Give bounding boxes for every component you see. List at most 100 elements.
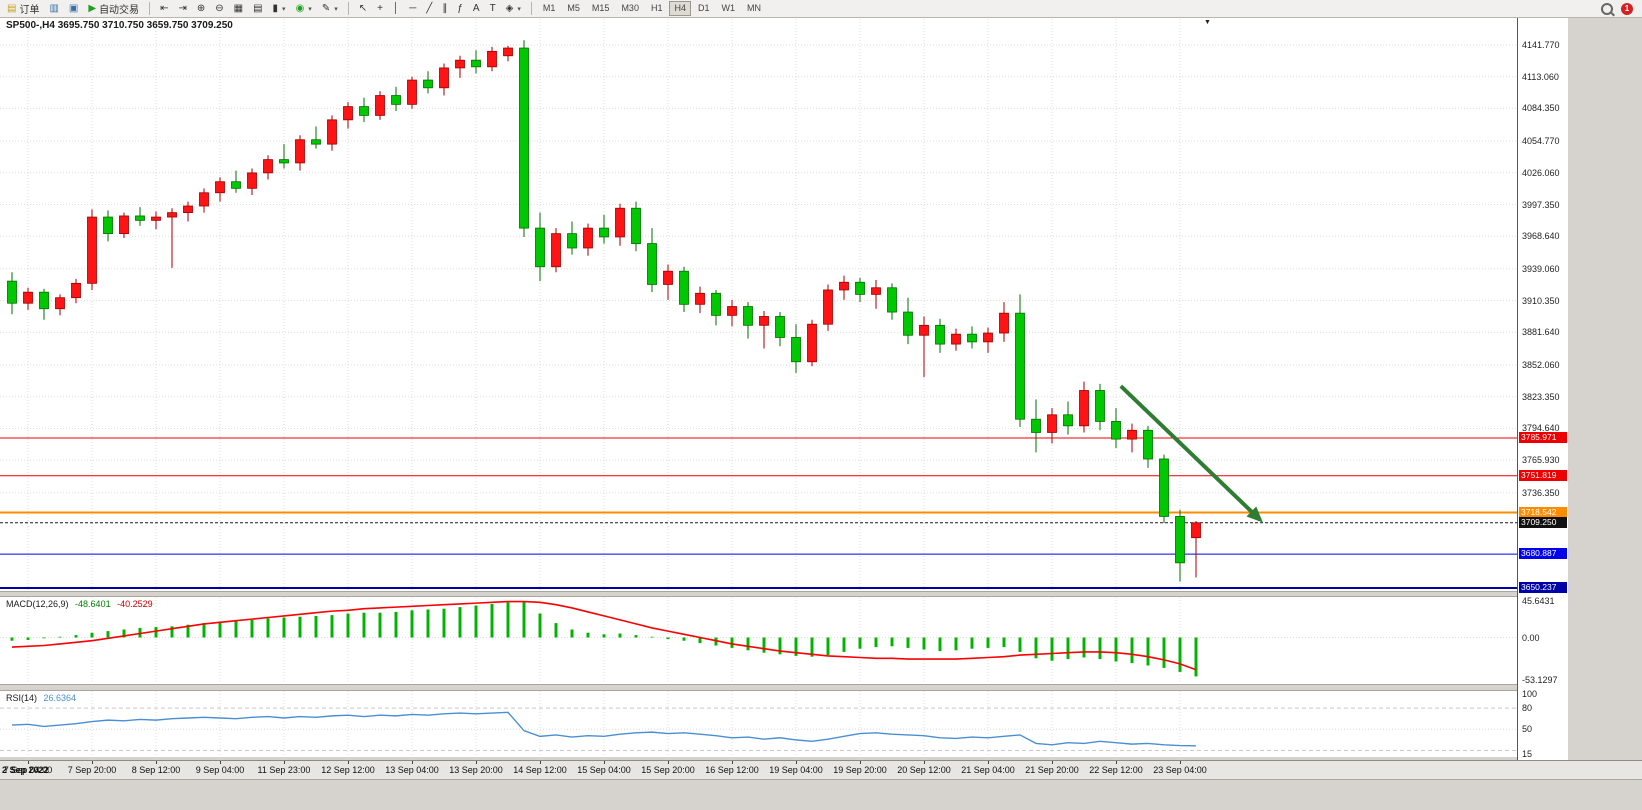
auto-trading-button[interactable]: ▶ 自动交易 [84,1,143,16]
time-label: 13 Sep 04:00 [385,765,439,775]
new-order-icon: ▤ [7,3,17,14]
vertical-line-button[interactable]: │ [389,1,403,16]
time-tick [156,761,157,764]
scale-label: 3939.060 [1522,264,1560,274]
time-tick [860,761,861,764]
channel-icon: ∥ [442,3,448,14]
time-tick [92,761,93,764]
timeframe-w1-button[interactable]: W1 [717,1,741,16]
scale-label: 0.00 [1522,633,1540,643]
timeframe-d1-button[interactable]: D1 [693,1,715,16]
text-label-button[interactable]: T [486,1,500,16]
data-window-icon: ▤ [253,3,263,14]
timeframe-m1-button[interactable]: M1 [538,1,561,16]
search-icon[interactable] [1601,2,1613,15]
auto-trading-icon: ▶ [88,3,97,14]
price-line-label: 3785.971 [1519,432,1567,443]
time-axis[interactable]: 2 Sep 2022 7 Sep 04:00 7 Sep 20:00 8 Sep 12… [0,760,1642,780]
tile-windows-button[interactable]: ▦ [230,1,247,16]
time-tick [988,761,989,764]
scale-label: 45.6431 [1522,596,1555,606]
price-line-label: 3709.250 [1519,517,1567,528]
objects-button[interactable]: ✎ ▾ [318,1,342,16]
rsi-value: 26.6364 [43,693,77,703]
shapes-button[interactable]: ◈ ▾ [502,1,525,16]
price-scale[interactable]: 4141.770 4113.060 4084.350 4054.770 4026.060… [1517,16,1568,760]
zoom-out-button[interactable]: ⊖ [211,1,227,16]
time-tick [540,761,541,764]
time-label: 2 Sep 2022 [2,765,49,775]
channel-button[interactable]: ∥ [438,1,451,16]
timeframe-m5-button[interactable]: M5 [562,1,585,16]
scale-label: 3736.350 [1522,488,1560,498]
rsi-panel[interactable] [0,691,1517,757]
timeframe-h4-button[interactable]: H4 [669,1,691,16]
time-label: 21 Sep 04:00 [961,765,1015,775]
toolbar-separator [530,2,532,15]
time-tick [348,761,349,764]
macd-panel[interactable] [0,597,1517,684]
trendline-button[interactable]: ╱ [422,1,436,16]
scale-label: 3881.640 [1522,327,1560,337]
timeframe-mn-button[interactable]: MN [742,1,766,16]
chart-type-icon: ▮ [272,3,279,14]
price-line-label: 3751.819 [1519,470,1567,481]
objects-icon: ✎ [321,3,331,14]
time-label: 20 Sep 12:00 [897,765,951,775]
horizontal-line-button[interactable]: ─ [405,1,420,16]
indicators-button[interactable]: ◉ ▾ [292,1,316,16]
data-window-button[interactable]: ▤ [249,1,266,16]
price-line-label: 3650.237 [1519,582,1567,593]
scale-label: 3823.350 [1522,392,1560,402]
macd-label: MACD(12,26,9) -48.6401 -40.2529 [6,599,153,609]
time-label: 9 Sep 04:00 [195,765,245,775]
chart-plot[interactable] [0,0,1517,778]
scale-label: 3765.930 [1522,455,1560,465]
auto-scroll-icon: ⇤ [160,3,169,14]
charts-button[interactable]: ▥ [45,1,62,16]
scale-label: 15 [1522,749,1533,759]
auto-scroll-button[interactable]: ⇤ [156,1,172,16]
time-label: 13 Sep 20:00 [449,765,503,775]
timeframe-m15-button[interactable]: M15 [587,1,615,16]
market-watch-button[interactable]: ▣ [65,1,82,16]
horizontal-lines[interactable] [0,437,1517,589]
chart-end-marker-icon[interactable]: ▼ [1204,19,1211,26]
panel-splitter[interactable] [0,591,1517,597]
crosshair-icon: + [377,3,383,14]
time-label: 15 Sep 04:00 [577,765,631,775]
scale-label: 3852.060 [1522,360,1560,370]
zoom-in-button[interactable]: ⊕ [193,1,209,16]
crosshair-button[interactable]: + [373,1,387,16]
main-chart-panel[interactable] [0,16,1517,591]
scale-label: -53.1297 [1522,675,1558,685]
text-button[interactable]: A [469,1,484,16]
time-tick [732,761,733,764]
time-tick [1180,761,1181,764]
chart-shift-button[interactable]: ⇥ [174,1,190,16]
new-order-label: 订单 [19,5,40,16]
time-tick [604,761,605,764]
macd-series [10,600,1198,677]
time-tick [924,761,925,764]
cursor-button[interactable]: ↖ [355,1,371,16]
market-watch-icon: ▣ [68,3,79,14]
toolbar-separator [149,2,151,15]
chart-type-button[interactable]: ▮ ▾ [269,1,290,16]
timeframe-m30-button[interactable]: M30 [616,1,644,16]
arrow-annotation[interactable] [1119,384,1263,523]
timeframe-h1-button[interactable]: H1 [646,1,668,16]
shapes-icon: ◈ [505,3,514,14]
notification-badge[interactable]: 1 [1621,2,1633,15]
panel-splitter[interactable] [0,684,1517,691]
time-label: 19 Sep 04:00 [769,765,823,775]
chart-shift-icon: ⇥ [178,3,187,14]
scale-label: 3794.640 [1522,423,1560,433]
fibonacci-button[interactable]: ƒ [453,1,467,16]
time-tick [1116,761,1117,764]
new-order-button[interactable]: ▤ 订单 [3,1,43,16]
time-label: 11 Sep 23:00 [257,765,311,775]
scale-label: 50 [1522,724,1533,734]
time-tick [412,761,413,764]
